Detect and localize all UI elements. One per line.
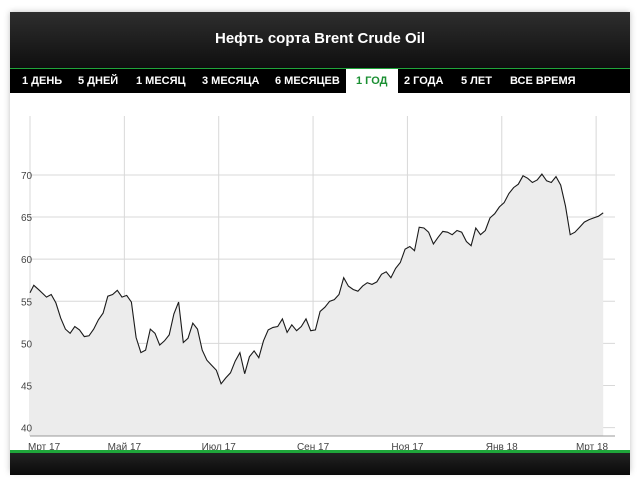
x-tick-label: Мрт 18	[576, 442, 609, 450]
tab-3-months[interactable]: 3 МЕСЯЦА	[202, 75, 260, 87]
widget-footer	[10, 450, 630, 475]
x-tick-label: Янв 18	[486, 442, 518, 450]
tab-5-years[interactable]: 5 ЛЕТ	[461, 75, 492, 87]
chart-area: 40 45 50 55 60 65 70 Мрт 17 Май 17 Июл 17 Сен 17 Н…	[10, 94, 630, 453]
x-axis-ticks: Мрт 17 Май 17 Июл 17 Сен 17 Ноя 17 Янв 18 Мрт …	[28, 442, 609, 453]
x-tick-label: Мрт 17	[28, 442, 61, 450]
tab-1-year[interactable]: 1 ГОД	[346, 69, 398, 93]
y-tick-label: 60	[21, 255, 33, 266]
tab-1-day[interactable]: 1 ДЕНЬ	[22, 75, 63, 87]
widget-header: Нефть сорта Brent Crude Oil	[10, 12, 630, 68]
y-tick-label: 50	[21, 339, 33, 350]
y-tick-label: 45	[21, 381, 33, 392]
price-area-fill	[30, 174, 604, 436]
x-tick-label: Май 17	[108, 442, 142, 450]
y-tick-label: 65	[21, 213, 33, 224]
tab-5-days[interactable]: 5 ДНЕЙ	[78, 75, 119, 87]
y-tick-label: 40	[21, 424, 33, 435]
widget-title: Нефть сорта Brent Crude Oil	[214, 30, 425, 47]
x-tick-label: Июл 17	[202, 442, 237, 450]
y-axis-ticks: 40 45 50 55 60 65 70	[21, 171, 33, 435]
tab-all-time[interactable]: ВСЕ ВРЕМЯ	[510, 75, 576, 87]
tab-1-month[interactable]: 1 МЕСЯЦ	[136, 75, 186, 87]
period-tabs: 1 ДЕНЬ 5 ДНЕЙ 1 МЕСЯЦ 3 МЕСЯЦА 6 МЕСЯЦЕВ…	[10, 68, 630, 93]
price-chart: 40 45 50 55 60 65 70 Мрт 17 Май 17 Июл 17 Сен 17 Н…	[21, 116, 615, 453]
tab-6-months[interactable]: 6 МЕСЯЦЕВ	[275, 75, 340, 87]
x-tick-label: Ноя 17	[391, 442, 424, 450]
tab-2-years[interactable]: 2 ГОДА	[404, 75, 444, 87]
price-line	[29, 173, 604, 385]
chart-widget: Нефть сорта Brent Crude Oil 1 ДЕНЬ 5 ДНЕ…	[10, 12, 630, 475]
y-tick-label: 70	[21, 171, 33, 182]
x-tick-label: Сен 17	[297, 442, 330, 450]
y-tick-label: 55	[21, 297, 33, 308]
